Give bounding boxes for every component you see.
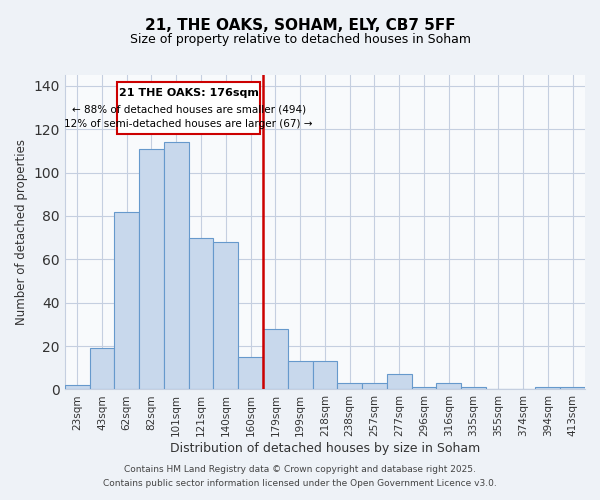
Bar	[313, 362, 337, 390]
Bar	[188, 238, 214, 390]
Text: 12% of semi-detached houses are larger (67) →: 12% of semi-detached houses are larger (…	[64, 120, 313, 130]
Bar	[560, 388, 585, 390]
Bar	[115, 212, 139, 390]
Text: ← 88% of detached houses are smaller (494): ← 88% of detached houses are smaller (49…	[71, 104, 306, 115]
Bar	[164, 142, 188, 390]
Bar	[139, 148, 164, 390]
Bar	[337, 383, 362, 390]
Bar	[89, 348, 115, 390]
X-axis label: Distribution of detached houses by size in Soham: Distribution of detached houses by size …	[170, 442, 480, 455]
Bar	[214, 242, 238, 390]
Text: Contains HM Land Registry data © Crown copyright and database right 2025.
Contai: Contains HM Land Registry data © Crown c…	[103, 466, 497, 487]
Bar	[412, 388, 436, 390]
Bar	[65, 385, 89, 390]
Bar	[461, 388, 486, 390]
Bar	[288, 362, 313, 390]
Bar	[535, 388, 560, 390]
Text: Size of property relative to detached houses in Soham: Size of property relative to detached ho…	[130, 32, 470, 46]
Bar	[387, 374, 412, 390]
Bar	[362, 383, 387, 390]
Text: 21 THE OAKS: 176sqm: 21 THE OAKS: 176sqm	[119, 88, 259, 98]
Bar	[436, 383, 461, 390]
Bar	[238, 357, 263, 390]
Bar	[263, 328, 288, 390]
Bar	[117, 82, 260, 134]
Text: 21, THE OAKS, SOHAM, ELY, CB7 5FF: 21, THE OAKS, SOHAM, ELY, CB7 5FF	[145, 18, 455, 32]
Y-axis label: Number of detached properties: Number of detached properties	[15, 139, 28, 325]
